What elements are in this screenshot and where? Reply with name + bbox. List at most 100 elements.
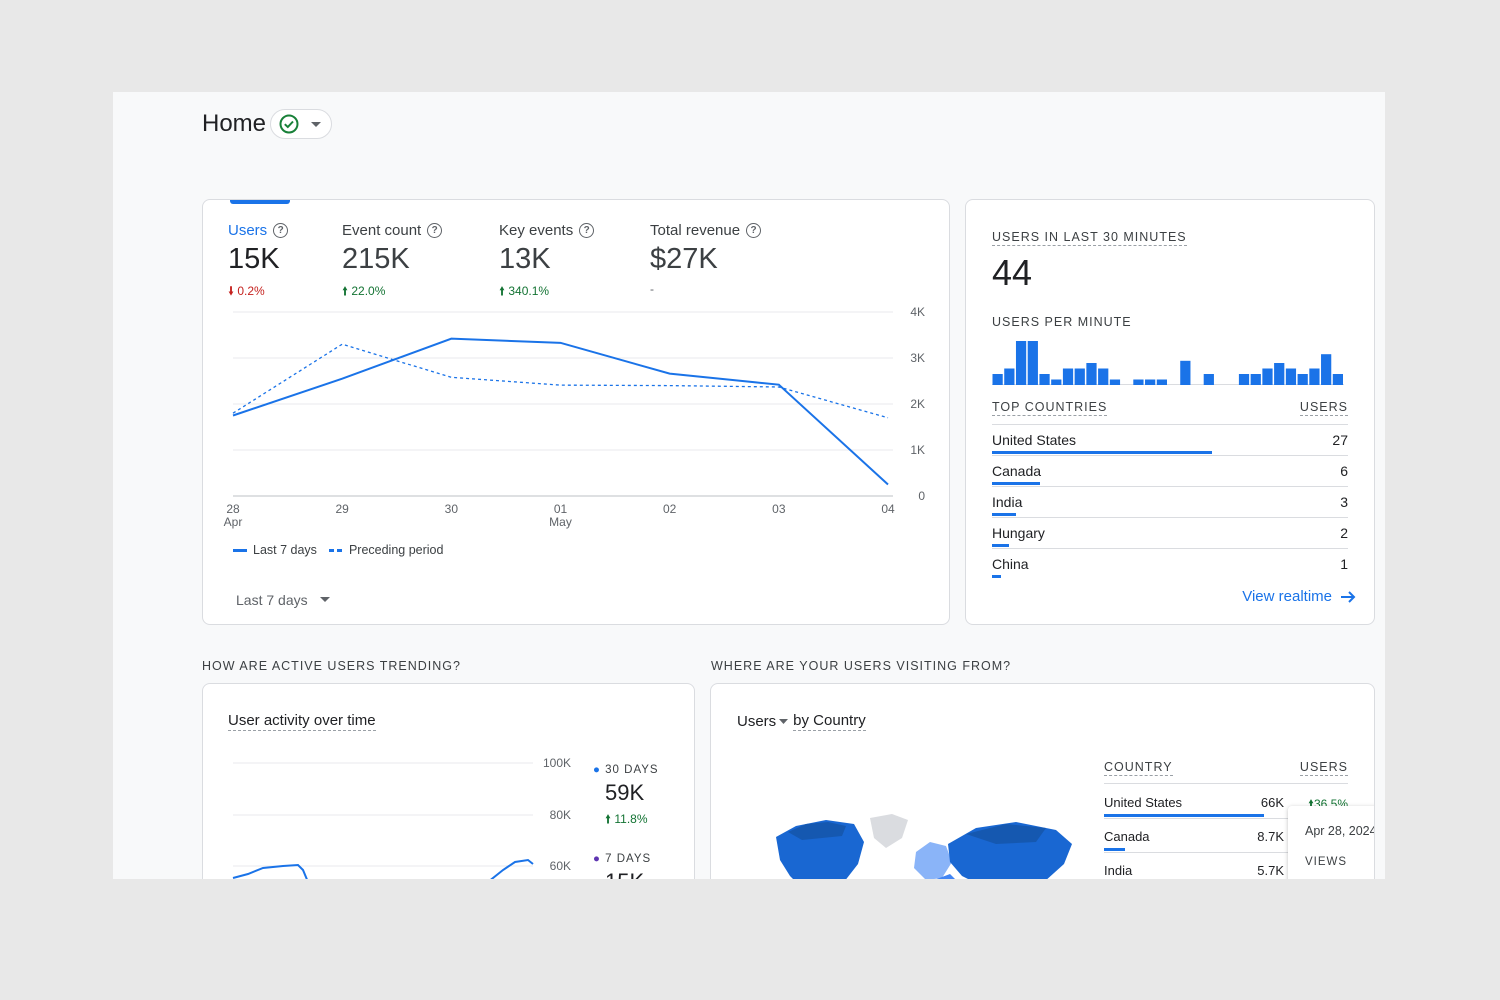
metric-value: $27K: [650, 243, 718, 275]
country-users: 66K: [1260, 795, 1284, 810]
metric-label: Users: [228, 222, 268, 239]
row-divider: [1104, 818, 1348, 819]
country-users: 1: [1340, 556, 1348, 572]
minute-bar: [992, 374, 1003, 385]
active-tab-indicator: [230, 200, 290, 204]
metric-key-events[interactable]: Key events? 13K 🠙 340.1%: [499, 222, 595, 303]
col-country[interactable]: COUNTRY: [1104, 760, 1173, 776]
country-bar: [992, 451, 1212, 454]
realtime-value: 44: [992, 252, 1033, 293]
y-tick-label: 1K: [910, 443, 925, 457]
property-status-pill[interactable]: [270, 109, 332, 139]
country-row[interactable]: India 5.7K: [1104, 854, 1348, 879]
series-line-30-days: [490, 858, 534, 879]
row-divider: [992, 486, 1348, 487]
y-tick-label: 60K: [550, 859, 571, 873]
country-row[interactable]: India 3: [992, 488, 1348, 518]
metric-change: 0.2%: [237, 284, 265, 298]
legend-30-days: ● 30 DAYS 59K 🠙 11.8%: [593, 764, 659, 826]
help-icon[interactable]: ?: [427, 223, 443, 238]
map-asia-north: [966, 824, 1046, 844]
country-bar: [992, 575, 1001, 578]
metric-value: 13K: [499, 243, 551, 275]
date-tooltip: Apr 28, 2024 VIEWS: [1288, 806, 1374, 879]
country-name: Canada: [992, 463, 1042, 479]
legend-label: Last 7 days: [253, 543, 317, 557]
metric-selector[interactable]: Users: [737, 713, 789, 730]
row-divider: [992, 548, 1348, 549]
metric-label: Total revenue: [650, 222, 741, 239]
metric-label: Key events: [499, 222, 574, 239]
country-users: 27: [1332, 432, 1348, 448]
country-row[interactable]: China 1: [992, 550, 1348, 580]
metric-event-count[interactable]: Event count? 215K 🠙 22.0%: [342, 222, 443, 303]
minute-bar: [1004, 368, 1015, 385]
country-row[interactable]: Hungary 2: [992, 519, 1348, 549]
legend-dashed-swatch: [328, 548, 343, 552]
minute-bar: [1039, 374, 1050, 385]
activity-title[interactable]: User activity over time: [228, 712, 376, 731]
minute-bar: [1332, 374, 1343, 385]
realtime-title[interactable]: USERS IN LAST 30 MINUTES: [992, 230, 1187, 246]
metric-users[interactable]: Users? 15K 🠛 0.2%: [228, 222, 289, 303]
country-row[interactable]: United States 27: [992, 426, 1348, 456]
minute-bar: [1274, 363, 1285, 385]
country-bar: [992, 482, 1041, 485]
x-tick-sublabel: May: [549, 515, 572, 529]
x-tick-label: 28: [226, 502, 240, 516]
minute-bar: [1297, 374, 1308, 385]
minute-bar: [1098, 368, 1109, 385]
map-greenland: [870, 814, 908, 848]
x-tick-label: 01: [554, 502, 568, 516]
date-range-selector[interactable]: Last 7 days: [236, 592, 330, 608]
legend-change: 11.8%: [614, 812, 648, 826]
legend-label: 30 DAYS: [605, 764, 659, 776]
users-header[interactable]: USERS: [1299, 400, 1348, 416]
row-divider: [992, 455, 1348, 456]
top-countries-header[interactable]: TOP COUNTRIES: [992, 400, 1108, 416]
row-divider: [1104, 852, 1348, 853]
country-row[interactable]: Canada 8.7K: [1104, 820, 1348, 854]
legend-value: 59K: [605, 780, 645, 805]
country-name: India: [992, 494, 1023, 510]
page: Home Users? 15K 🠛 0.2% Event count? 215K…: [113, 92, 1385, 879]
country-users: 6: [1340, 463, 1348, 479]
metric-total-revenue[interactable]: Total revenue? $27K -: [650, 222, 762, 296]
y-tick-label: 80K: [550, 808, 571, 822]
country-users: 5.7K: [1257, 863, 1284, 878]
metric-value: 15K: [228, 243, 280, 275]
chevron-down-icon: [779, 719, 789, 724]
country-name: United States: [1104, 795, 1183, 810]
col-users[interactable]: USERS: [1299, 760, 1348, 776]
minute-bar: [1180, 360, 1191, 385]
minute-bar: [1238, 374, 1250, 385]
help-icon[interactable]: ?: [579, 223, 595, 238]
dimension-selector[interactable]: by Country: [793, 712, 866, 731]
country-row[interactable]: Canada 6: [992, 457, 1348, 487]
chevron-down-icon: [319, 597, 330, 602]
minute-bar: [1109, 379, 1121, 385]
tooltip-label: VIEWS: [1305, 856, 1348, 868]
country-users: 2: [1340, 525, 1348, 541]
overview-card: Users? 15K 🠛 0.2% Event count? 215K 🠙 22…: [202, 199, 950, 625]
y-tick-label: 4K: [910, 305, 925, 319]
metric-change: 340.1%: [508, 284, 550, 298]
minute-bar: [1027, 341, 1038, 385]
minute-bar: [1133, 379, 1144, 385]
country-name: Hungary: [992, 525, 1045, 541]
help-icon[interactable]: ?: [746, 223, 762, 238]
help-icon[interactable]: ?: [273, 223, 289, 238]
metric-label: Event count: [342, 222, 422, 239]
arrow-up-icon: 🠙: [1307, 797, 1314, 811]
minute-bar: [1145, 379, 1156, 385]
divider: [992, 424, 1348, 425]
minute-bar: [1062, 368, 1074, 385]
section-heading-visiting: WHERE ARE YOUR USERS VISITING FROM?: [711, 659, 1012, 673]
user-activity-card: User activity over time 100K 80K 60K ● 30 …: [202, 683, 695, 879]
minute-bar: [1051, 379, 1062, 385]
legend-7-days: ● 7 DAYS 15K: [593, 853, 651, 879]
geo-title: Users by Country: [737, 712, 866, 731]
view-realtime-link[interactable]: View realtime: [1242, 588, 1356, 605]
country-users: 3: [1340, 494, 1348, 510]
